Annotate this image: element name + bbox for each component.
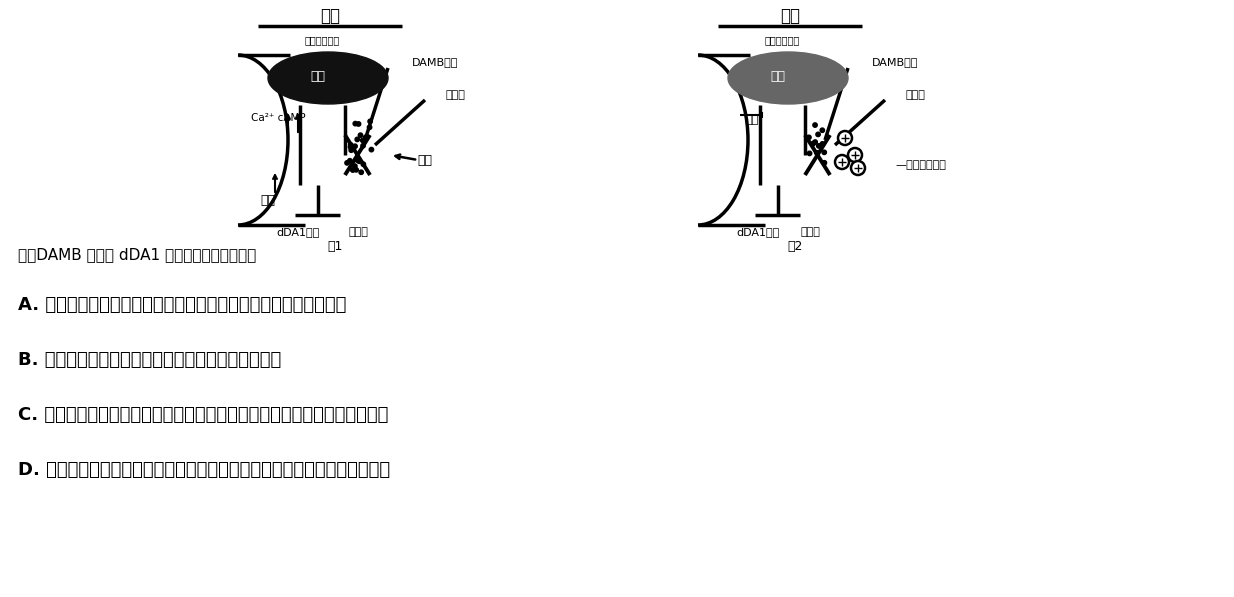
Circle shape: [355, 158, 359, 162]
Circle shape: [350, 168, 355, 172]
Circle shape: [814, 150, 819, 155]
Circle shape: [368, 125, 371, 130]
Circle shape: [358, 133, 363, 137]
Text: 多巴胺: 多巴胺: [348, 227, 368, 237]
Text: 学习: 学习: [320, 7, 341, 25]
Circle shape: [344, 161, 349, 165]
Circle shape: [811, 141, 816, 146]
Circle shape: [354, 158, 359, 162]
Circle shape: [838, 131, 851, 145]
Circle shape: [817, 144, 821, 148]
Circle shape: [364, 135, 368, 140]
Text: 注：DAMB 受体和 dDA1 受体均为多巴胺受体。: 注：DAMB 受体和 dDA1 受体均为多巴胺受体。: [19, 248, 257, 263]
Circle shape: [353, 164, 357, 168]
Circle shape: [348, 143, 353, 147]
Circle shape: [353, 121, 358, 126]
Circle shape: [359, 170, 364, 174]
Text: dDA1受体: dDA1受体: [276, 227, 320, 237]
Text: 神经元: 神经元: [445, 90, 465, 100]
Text: —压力和睡眠等: —压力和睡眠等: [895, 160, 946, 170]
Text: 神经元: 神经元: [905, 90, 924, 100]
Text: 图2: 图2: [787, 241, 802, 254]
Circle shape: [357, 122, 360, 126]
Circle shape: [848, 148, 863, 162]
Text: 蘑菇体神经元: 蘑菇体神经元: [305, 35, 339, 45]
Text: 电击: 电击: [417, 153, 432, 167]
Circle shape: [353, 144, 358, 149]
Text: DAMB受体: DAMB受体: [412, 57, 458, 67]
Circle shape: [822, 150, 827, 155]
Circle shape: [807, 135, 811, 140]
Text: 遗忘: 遗忘: [780, 7, 800, 25]
Circle shape: [821, 128, 824, 133]
Circle shape: [360, 143, 365, 148]
Circle shape: [822, 161, 827, 165]
Circle shape: [851, 161, 865, 175]
Text: D. 记忆和遗忘的启动，可能与多巴胺分子数量和识别多巴胺的受体种类有关: D. 记忆和遗忘的启动，可能与多巴胺分子数量和识别多巴胺的受体种类有关: [19, 461, 390, 479]
Text: 遗忘: 遗忘: [745, 115, 759, 125]
Circle shape: [360, 138, 365, 143]
Ellipse shape: [268, 52, 387, 104]
Text: Ca²⁺ cAMP: Ca²⁺ cAMP: [251, 113, 305, 123]
Text: 气味: 气味: [260, 193, 275, 207]
Circle shape: [348, 145, 353, 149]
Circle shape: [368, 119, 373, 124]
Circle shape: [355, 137, 359, 141]
Text: 记忆: 记忆: [311, 69, 326, 82]
Circle shape: [362, 162, 365, 167]
Text: 图1: 图1: [327, 241, 343, 254]
Circle shape: [835, 155, 849, 169]
Circle shape: [369, 147, 374, 152]
Circle shape: [354, 168, 358, 172]
Circle shape: [357, 159, 362, 164]
Circle shape: [813, 123, 817, 127]
Text: 遗忘: 遗忘: [770, 69, 786, 82]
Circle shape: [813, 140, 817, 144]
Text: dDA1受体: dDA1受体: [737, 227, 780, 237]
Circle shape: [821, 141, 824, 146]
Circle shape: [816, 132, 821, 137]
Circle shape: [350, 145, 354, 150]
Text: A. 果蝇避开某种气味的反射建立过程，是气味与电击相关联形成的: A. 果蝇避开某种气味的反射建立过程，是气味与电击相关联形成的: [19, 296, 347, 314]
Text: C. 长时记忆可能与新突触的建立有关，学习和记忆都是人类大脑的特有功能: C. 长时记忆可能与新突触的建立有关，学习和记忆都是人类大脑的特有功能: [19, 406, 389, 424]
Text: 多巴胺: 多巴胺: [800, 227, 819, 237]
Circle shape: [348, 159, 352, 163]
Circle shape: [807, 151, 812, 156]
Text: 蘑菇体神经元: 蘑菇体神经元: [764, 35, 800, 45]
Text: B. 压力和睡眠等因素会影响突触间隙中多巴胺的含量: B. 压力和睡眠等因素会影响突触间隙中多巴胺的含量: [19, 351, 281, 369]
Ellipse shape: [728, 52, 848, 104]
Text: DAMB受体: DAMB受体: [872, 57, 918, 67]
Circle shape: [349, 148, 353, 152]
